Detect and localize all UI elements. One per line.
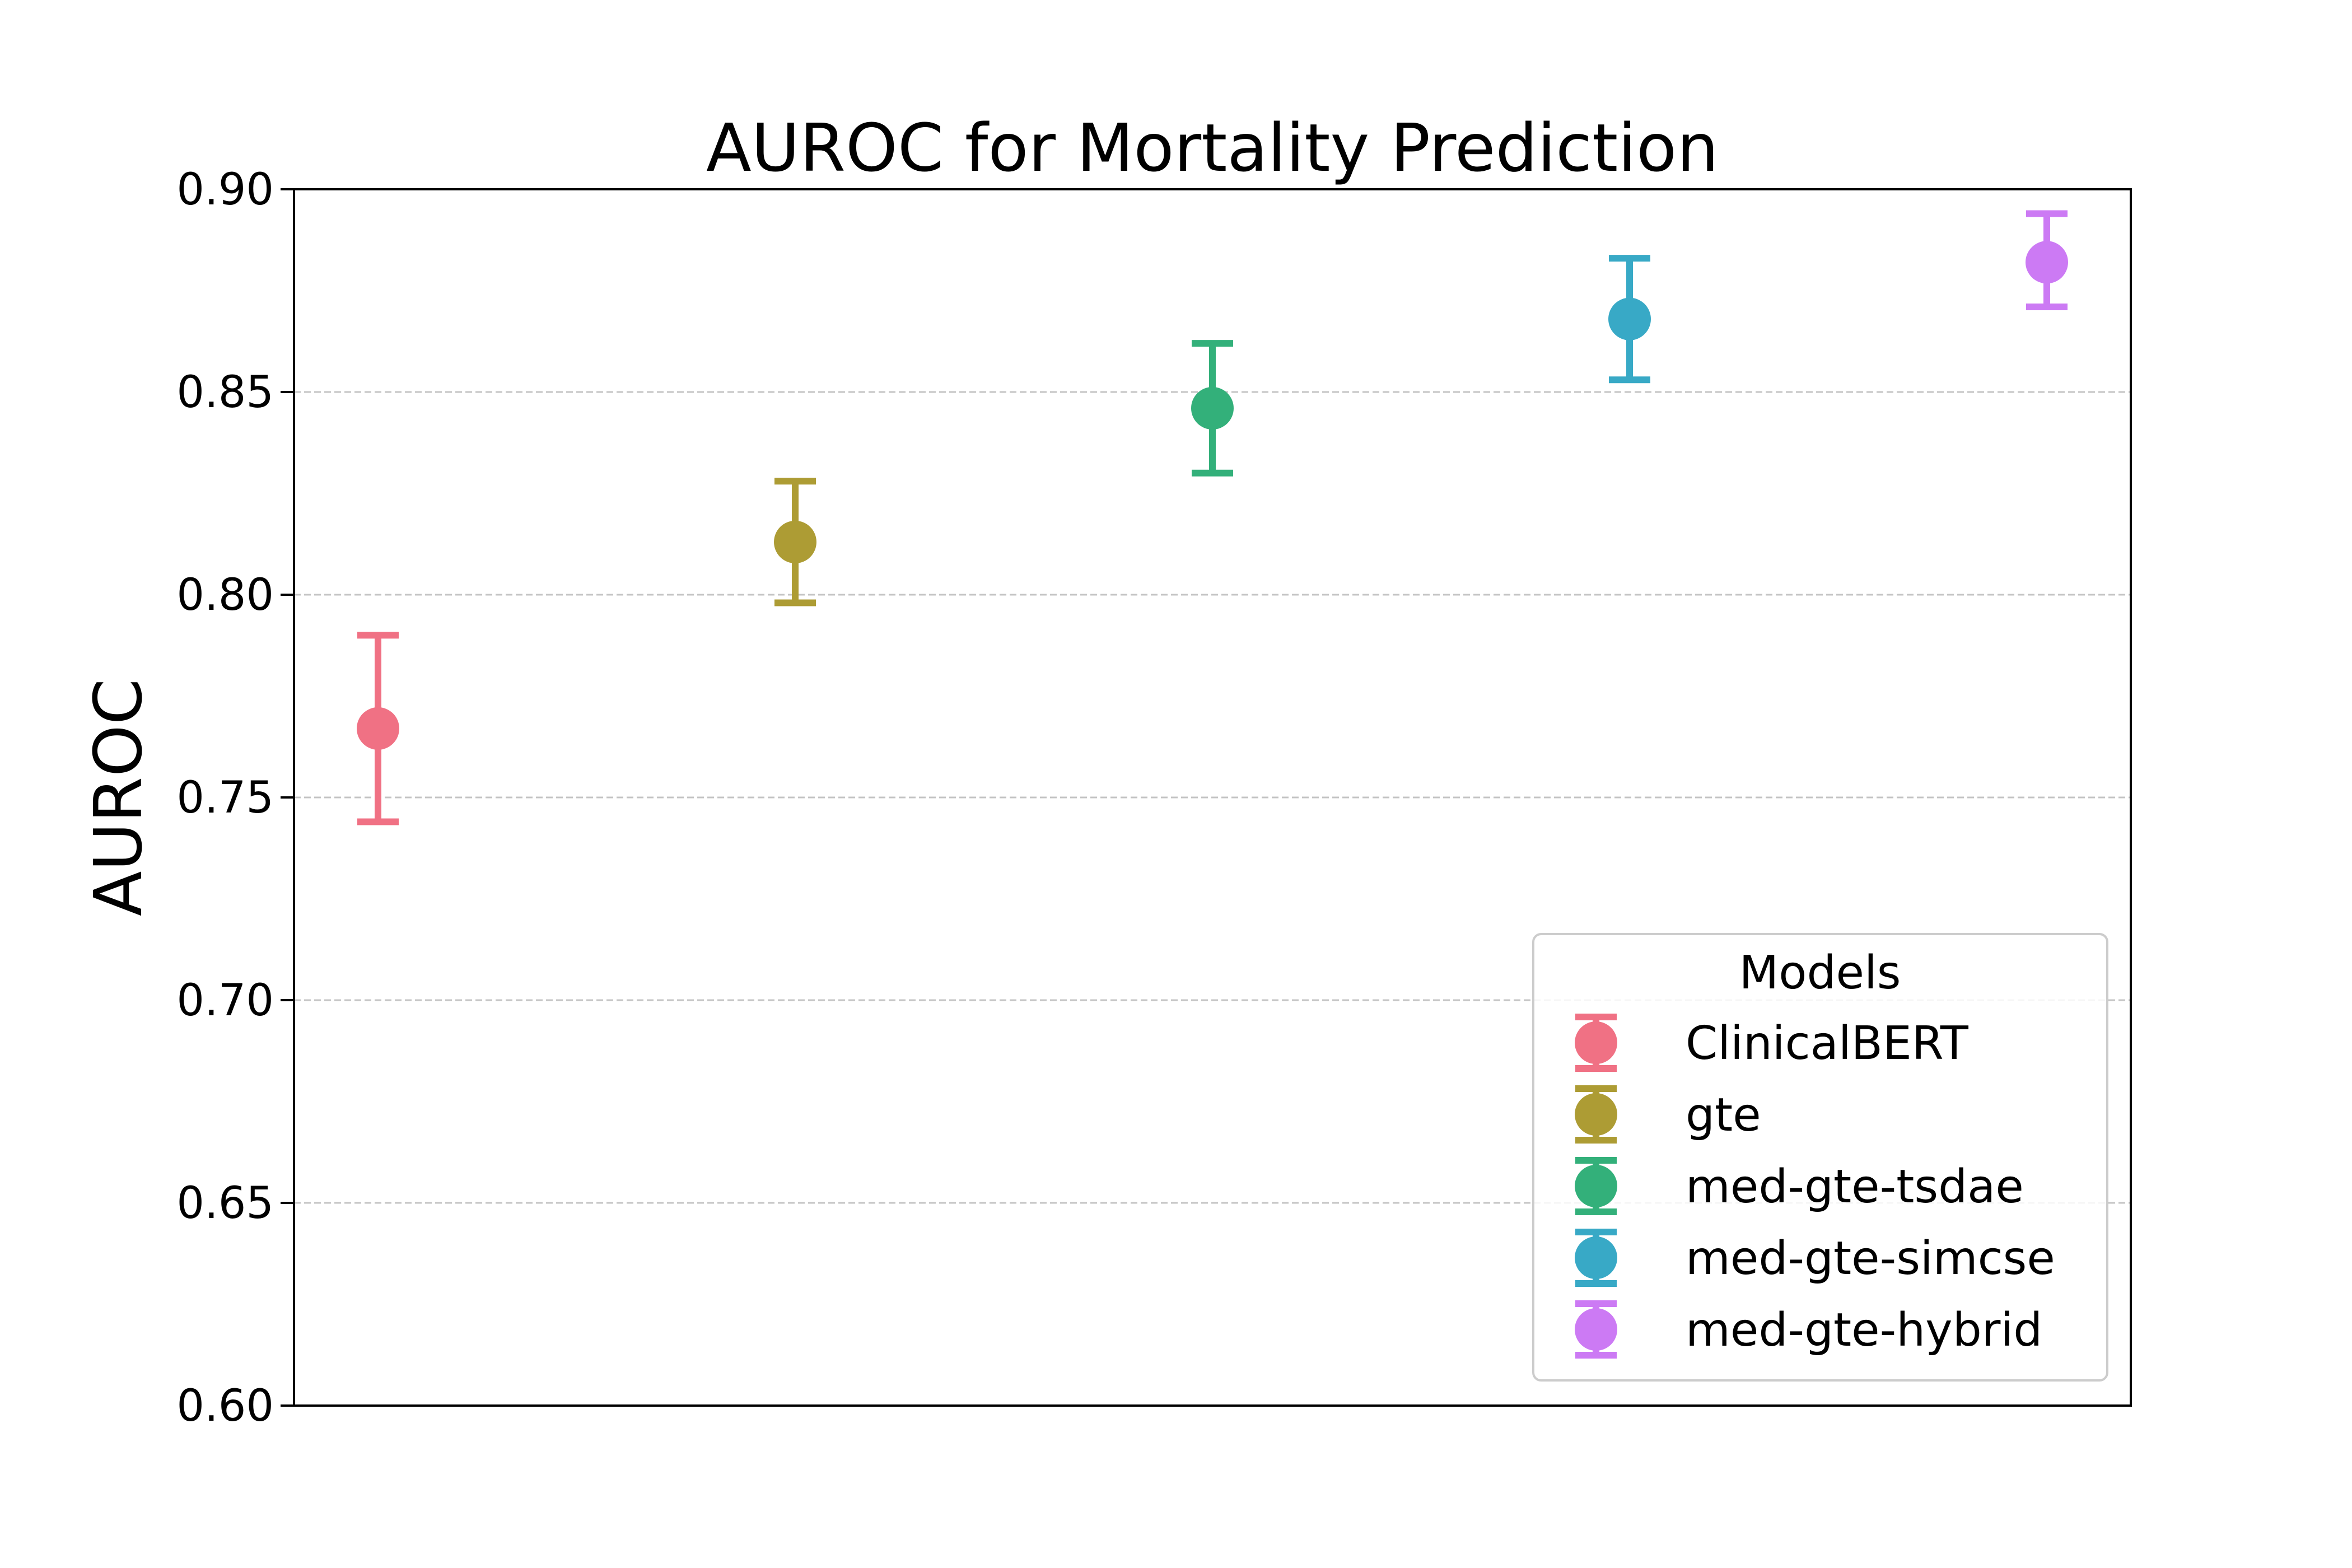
data-marker: [774, 520, 816, 563]
legend-label: med-gte-tsdae: [1686, 1160, 2024, 1214]
legend-item: ClinicalBERT: [1575, 1014, 1969, 1072]
y-axis-ticks: 0.60 0.65 0.70 0.75 0.80 0.85 0.90: [176, 165, 294, 1431]
legend-label: med-gte-simcse: [1686, 1232, 2055, 1285]
y-tick-label: 0.75: [176, 773, 274, 823]
data-marker: [2026, 241, 2068, 284]
data-marker: [1191, 386, 1234, 430]
legend-item: med-gte-hybrid: [1575, 1300, 2042, 1359]
legend-item: med-gte-simcse: [1575, 1229, 2055, 1287]
legend-marker: [1575, 1308, 1617, 1351]
point-med-gte-tsdae: [1191, 340, 1234, 477]
y-tick-label: 0.85: [176, 367, 274, 418]
legend-box: [1532, 933, 2108, 1382]
point-med-gte-simcse: [1608, 255, 1651, 384]
y-tick-label: 0.80: [176, 570, 274, 620]
legend-item: gte: [1575, 1085, 1761, 1144]
point-clinicalbert: [357, 632, 399, 825]
legend-label: gte: [1686, 1089, 1761, 1142]
legend-marker: [1575, 1021, 1617, 1064]
data-marker: [1608, 297, 1651, 340]
legend-marker: [1575, 1093, 1617, 1136]
y-tick-label: 0.60: [176, 1381, 274, 1431]
legend-title: Models: [1739, 946, 1901, 1000]
legend-label: med-gte-hybrid: [1686, 1304, 2042, 1357]
y-tick-label: 0.65: [176, 1178, 274, 1229]
data-points: [357, 210, 2068, 825]
data-marker: [357, 707, 399, 750]
y-tick-label: 0.70: [176, 976, 274, 1026]
point-med-gte-hybrid: [2026, 210, 2068, 310]
y-tick-label: 0.90: [176, 165, 274, 215]
legend: Models ClinicalBERT gte med-gte-tsdae med-g…: [1532, 933, 2108, 1382]
legend-marker: [1575, 1236, 1617, 1279]
legend-marker: [1575, 1165, 1617, 1207]
chart-title: AUROC for Mortality Prediction: [706, 109, 1719, 186]
legend-items: ClinicalBERT gte med-gte-tsdae med-gte-simc…: [1575, 1014, 2055, 1359]
point-gte: [774, 478, 816, 606]
y-axis-label: AUROC: [80, 679, 157, 916]
legend-item: med-gte-tsdae: [1575, 1157, 2024, 1215]
legend-label: ClinicalBERT: [1686, 1017, 1969, 1070]
